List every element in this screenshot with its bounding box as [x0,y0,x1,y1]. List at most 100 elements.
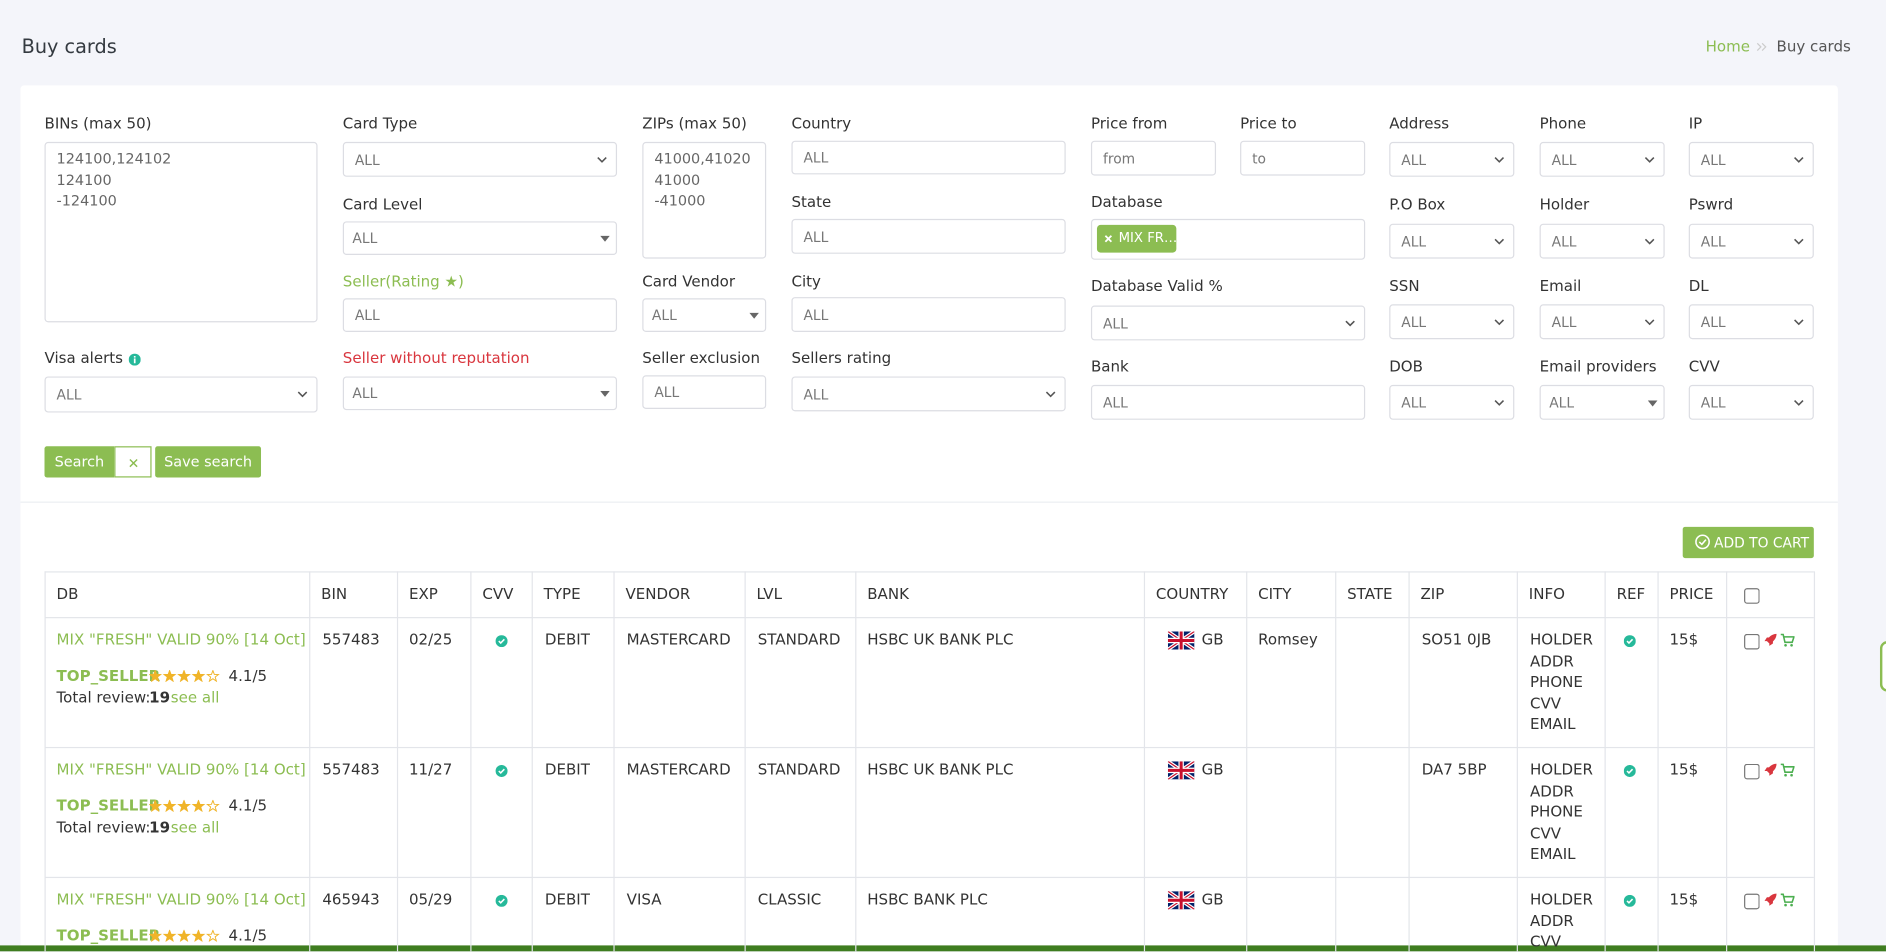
input-value: ALL [352,384,378,402]
filter-label: Email providers [1539,357,1657,376]
filter-select[interactable]: ALL [1688,223,1814,259]
cell-see_all[interactable]: see all [170,688,220,707]
filter-label: Country [791,114,852,133]
column-header: BIN [321,584,348,603]
check-icon [1623,635,1636,648]
search-button[interactable]: Search [44,446,115,478]
column-header: INFO [1528,584,1565,603]
input-value: ALL [354,306,380,324]
cell-lvl: STANDARD [757,760,841,779]
chevron [1494,399,1505,406]
clear-button[interactable] [114,446,152,478]
cell-info: CVV [1529,932,1562,951]
filter-select[interactable]: ALL [1389,304,1515,340]
row-checkbox[interactable] [1744,763,1760,780]
filter-select[interactable]: ALL [642,298,767,332]
filter-input[interactable]: MIX FR… [1090,218,1366,260]
page-title: Buy cards [21,34,117,58]
info-icon [129,353,142,366]
filter-label: CVV [1688,357,1720,376]
caret [600,390,610,397]
database-tag[interactable]: MIX FR… [1096,224,1177,253]
chevron [1793,399,1804,406]
rocket-icon[interactable] [1763,763,1777,777]
filter-select[interactable]: ALL [1090,305,1366,341]
cell-rating: 4.1/5 [228,796,268,815]
cart-icon[interactable] [1780,892,1795,907]
filter-select[interactable]: ALL [342,141,618,177]
cell-vendor: VISA [626,890,662,909]
input-value: ALL [1102,393,1128,411]
filter-input[interactable]: from [1090,140,1217,176]
filter-select[interactable]: ALL [1688,141,1814,177]
filter-select[interactable]: ALL [791,376,1066,412]
filter-select[interactable]: ALL [1389,223,1515,259]
row-checkbox[interactable] [1744,893,1760,910]
filter-select[interactable]: ALL [1539,304,1665,340]
filter-textarea[interactable]: 124100,124102 124100 -124100 [44,141,318,323]
column-line [1516,571,1518,952]
filter-select[interactable]: ALL [1539,223,1665,259]
filter-select[interactable]: ALL [1389,384,1515,420]
filter-input[interactable]: to [1240,140,1366,176]
select-all-checkbox[interactable] [1744,588,1760,604]
filter-select[interactable]: ALL [1688,304,1814,340]
filter-label: Pswrd [1688,194,1734,213]
input-value: ALL [1102,314,1128,332]
cell-bin: 557483 [322,630,380,649]
breadcrumb-home[interactable]: Home [1705,37,1750,56]
filter-label: Price from [1090,114,1168,133]
caret [749,312,759,319]
cell-zip: SO51 0JB [1421,630,1492,649]
cart-icon[interactable] [1780,633,1795,647]
filter-select[interactable]: ALL [1539,141,1665,177]
filter-select[interactable]: ALL [342,221,618,255]
rocket-icon[interactable] [1763,633,1777,647]
cell-price: 15$ [1669,890,1699,909]
cell-zip: DA7 5BP [1421,760,1487,779]
flag-gb [1167,891,1195,910]
filter-input[interactable]: ALL [791,297,1066,332]
filter-input[interactable]: ALL [791,218,1066,254]
textarea-line: -41000 [654,192,706,210]
save-search-button[interactable]: Save search [155,446,262,478]
filter-select[interactable]: ALL [1539,384,1665,420]
filter-input[interactable]: ALL [642,375,767,409]
filter-select[interactable]: ALL [342,376,618,411]
input-value: ALL [1401,232,1427,250]
input-value: ALL [1401,393,1427,411]
filter-input[interactable]: ALL [791,140,1066,175]
cell-info: CVV [1529,823,1562,842]
filter-label: DL [1688,276,1709,295]
cart-icon[interactable] [1780,763,1795,777]
filter-label: Database [1090,192,1163,211]
add-to-cart-button[interactable]: ADD TO CART [1682,526,1814,559]
filter-select[interactable]: ALL [1688,384,1814,420]
input-value: ALL [1551,232,1577,250]
check-icon [495,764,508,778]
filter-input[interactable]: ALL [342,298,618,332]
flag-gb [1167,761,1195,780]
row-checkbox[interactable] [1744,633,1760,650]
cell-see_all[interactable]: see all [170,817,220,836]
column-header: STATE [1347,584,1393,603]
column-line [1657,571,1659,952]
filter-textarea[interactable]: 41000,41020 41000 -41000 [642,141,767,259]
rocket-icon[interactable] [1763,892,1777,906]
cell-info: ADDR [1529,911,1574,930]
filter-select[interactable]: ALL [1389,141,1515,177]
side-tab[interactable] [1879,641,1886,692]
cell-info: ADDR [1529,781,1574,800]
cell-bank: HSBC UK BANK PLC [867,760,1014,779]
input-value: from [1102,149,1136,167]
filter-label: Seller(Rating ★) [342,271,464,290]
column-header: VENDOR [625,584,691,603]
filter-input[interactable]: ALL [1090,384,1366,420]
filter-select[interactable]: ALL [44,376,318,413]
cell-rating: 4.1/5 [228,926,268,945]
column-line [309,571,311,952]
input-value: ALL [354,150,380,168]
chevron [1644,156,1655,163]
